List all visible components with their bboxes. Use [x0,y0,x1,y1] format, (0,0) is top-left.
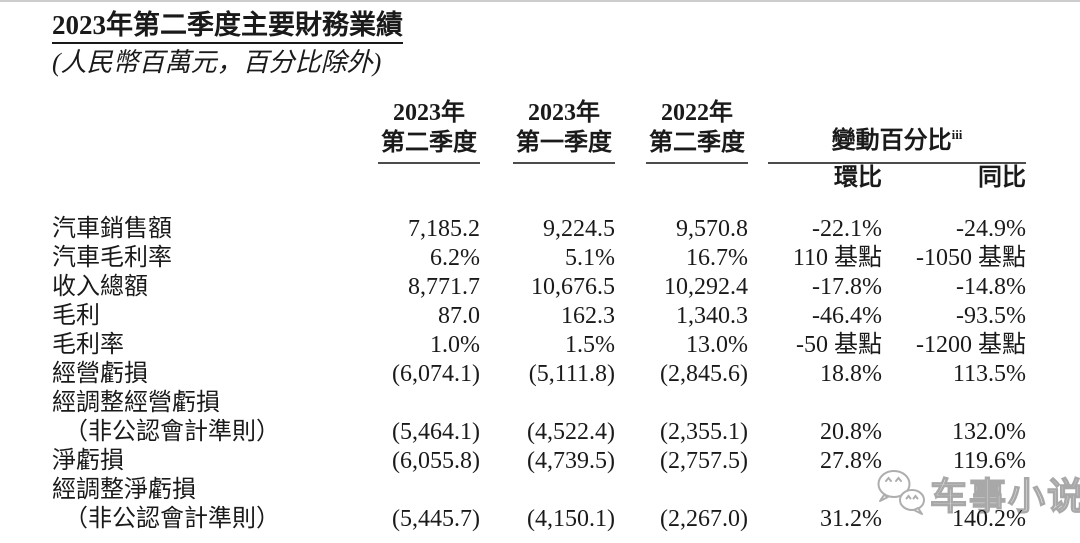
subheader-qoq: 環比 [834,165,882,191]
header-spacer [52,98,342,164]
cell-value: 13.0% [686,332,748,358]
table-row-total-revenue: 收入總額 8,771.7 10,676.5 10,292.4 -17.8% -1… [52,273,1026,302]
header-row: 2023年 第二季度 2023年 第一季度 2022年 第二季度 [52,98,1026,164]
table-row-adjusted-net-loss: 經調整淨虧損 （非公認會計準則） (5,445.7) (4,150.1) (2,… [52,476,1026,534]
cell-value: (6,074.1) [392,361,480,387]
row-label: 經調整經營虧損 （非公認會計準則） [52,389,342,447]
cell-value: 1.0% [430,332,480,358]
row-label: 汽車銷售額 [52,216,172,242]
row-label: 毛利 [52,303,100,329]
cell-value: (2,355.1) [660,419,748,445]
cell-value: 5.1% [565,245,615,271]
column-header-year: 2023年 [528,100,600,126]
row-label: 經調整淨虧損 （非公認會計準則） [52,476,342,534]
row-label: 淨虧損 [52,448,124,474]
cell-value: -17.8% [812,274,882,300]
cell-value: -46.4% [812,303,882,329]
page-subtitle: (人民幣百萬元，百分比除外) [52,48,382,77]
footnote-marker: iii [951,127,963,142]
row-label: 經營虧損 [52,361,148,387]
subheader-row: 環比 同比 [52,164,1026,192]
financial-results-table: 2023年 第二季度 2023年 第一季度 2022年 第二季度 [52,98,1026,534]
cell-value: 119.6% [952,448,1026,474]
cell-value: 20.8% [820,419,882,445]
cell-value: 110 基點 [792,245,882,271]
cell-value: 87.0 [438,303,480,329]
page-title: 2023年第二季度主要財務業績 [52,9,1026,44]
cell-value: (2,267.0) [660,506,748,532]
cell-value: 162.3 [561,303,615,329]
cell-value: (2,757.5) [660,448,748,474]
cell-value: 140.2% [952,506,1026,532]
cell-value: 27.8% [820,448,882,474]
row-label: 收入總額 [52,274,148,300]
column-header-quarter: 第一季度 [516,130,612,156]
cell-value: 8,771.7 [408,274,480,300]
cell-value: 31.2% [820,506,882,532]
cell-value: -93.5% [956,303,1026,329]
cell-value: (4,522.4) [527,419,615,445]
watermark-text: 车事小说 [929,476,1080,518]
cell-value: -14.8% [956,274,1026,300]
table-row-operating-loss: 經營虧損 (6,074.1) (5,111.8) (2,845.6) 18.8%… [52,360,1026,389]
cell-value: 10,676.5 [531,274,615,300]
wechat-icon [877,470,925,515]
table-row-gross-profit: 毛利 87.0 162.3 1,340.3 -46.4% -93.5% [52,302,1026,331]
cell-value: -24.9% [956,216,1026,242]
table-row-vehicle-sales: 汽車銷售額 7,185.2 9,224.5 9,570.8 -22.1% -24… [52,192,1026,244]
cell-value: 113.5% [952,361,1026,387]
cell-value: 9,224.5 [543,216,615,242]
cell-value: 16.7% [686,245,748,271]
page-title-text: 2023年第二季度主要財務業績 [52,9,403,44]
column-header-2023-q1: 2023年 第一季度 [480,98,615,164]
cell-value: 1.5% [565,332,615,358]
cell-value: 132.0% [952,419,1026,445]
table-row-adjusted-operating-loss: 經調整經營虧損 （非公認會計準則） (5,464.1) (4,522.4) (2… [52,389,1026,447]
cell-value: 10,292.4 [664,274,748,300]
row-label-line2: （非公認會計準則） [64,506,280,532]
cell-value: 1,340.3 [676,303,748,329]
cell-value: 6.2% [430,245,480,271]
cell-value: (6,055.8) [392,448,480,474]
cell-value: -1200 基點 [916,332,1026,358]
change-percent-label: 變動百分比 [831,128,952,154]
column-header-year: 2023年 [393,100,465,126]
table-row-vehicle-margin: 汽車毛利率 6.2% 5.1% 16.7% 110 基點 -1050 基點 [52,244,1026,273]
cell-value: (2,845.6) [660,361,748,387]
column-header-2022-q2: 2022年 第二季度 [615,98,748,164]
cell-value: (4,150.1) [527,506,615,532]
column-header-change-percent: 變動百分比iii [748,98,1026,164]
column-header-2023-q2: 2023年 第二季度 [342,98,480,164]
cell-value: (5,445.7) [392,506,480,532]
cell-value: -22.1% [812,216,882,242]
row-label-line2: （非公認會計準則） [64,419,280,445]
row-label: 汽車毛利率 [52,245,172,271]
cell-value: 9,570.8 [676,216,748,242]
cell-value: (5,464.1) [392,419,480,445]
cell-value: 7,185.2 [408,216,480,242]
watermark: 车事小说 [874,466,1080,520]
subheader-yoy: 同比 [978,165,1026,191]
table-row-net-loss: 淨虧損 (6,055.8) (4,739.5) (2,757.5) 27.8% … [52,447,1026,476]
cell-value: -1050 基點 [916,245,1026,271]
row-label-line1: 經調整經營虧損 [52,390,220,416]
cell-value: (5,111.8) [528,361,615,387]
column-header-quarter: 第二季度 [649,130,745,156]
cell-value: (4,739.5) [527,448,615,474]
cell-value: -50 基點 [796,332,882,358]
cell-value: 18.8% [820,361,882,387]
column-header-year: 2022年 [661,100,733,126]
row-label: 毛利率 [52,332,124,358]
table-row-gross-margin: 毛利率 1.0% 1.5% 13.0% -50 基點 -1200 基點 [52,331,1026,360]
column-header-quarter: 第二季度 [381,130,477,156]
row-label-line1: 經調整淨虧損 [52,477,196,503]
